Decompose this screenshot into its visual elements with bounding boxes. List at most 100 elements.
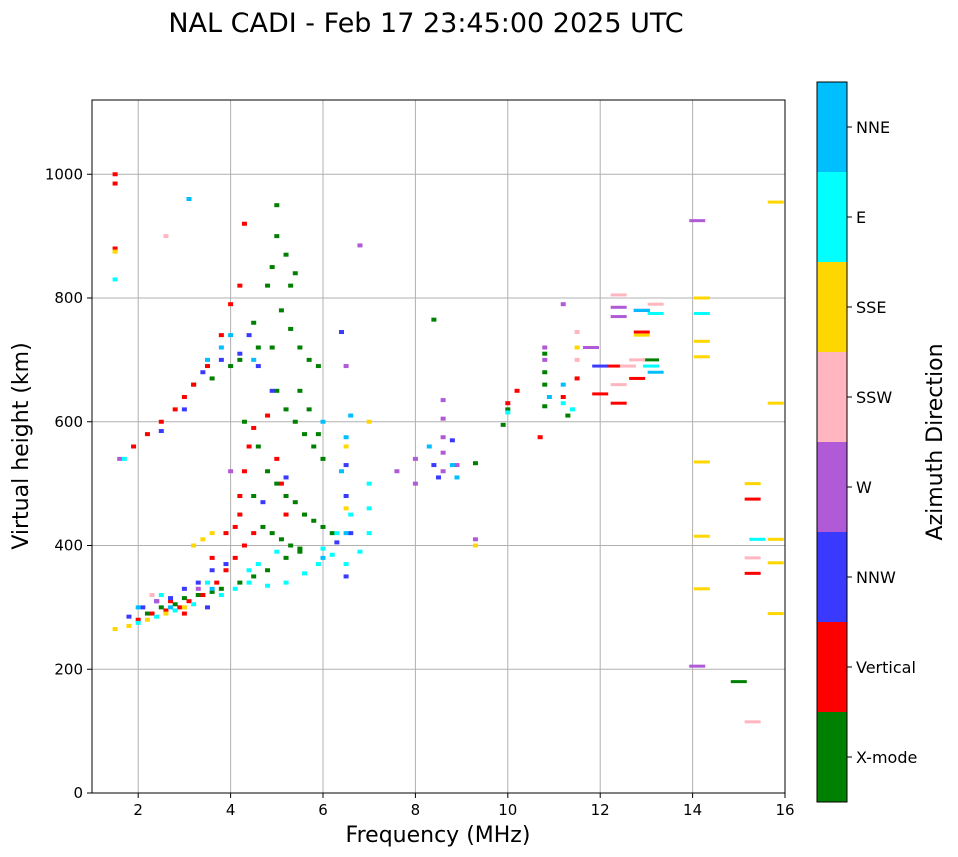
data-point-nne (251, 357, 257, 362)
data-point-e (329, 552, 335, 557)
data-point-nnw (205, 605, 210, 610)
data-point-x-mode (297, 345, 303, 350)
data-point-w (357, 243, 363, 248)
data-point-vertical (633, 330, 650, 334)
data-point-sse (744, 482, 761, 486)
data-point-x-mode (260, 524, 266, 529)
data-point-w (472, 537, 478, 542)
data-point-vertical (112, 181, 118, 186)
colorbar-swatch (817, 442, 847, 532)
data-point-nne (338, 469, 344, 474)
data-point-nnw (158, 429, 164, 434)
data-point-x-mode (269, 531, 275, 536)
data-point-vertical (200, 593, 206, 597)
data-point-x-mode (265, 283, 271, 288)
data-point-x-mode (542, 370, 548, 375)
data-point-x-mode (297, 549, 303, 554)
data-point-w (117, 456, 123, 461)
data-point-e (154, 614, 160, 619)
data-point-nne (633, 308, 650, 312)
data-point-w (228, 469, 234, 474)
data-point-x-mode (306, 407, 312, 412)
data-point-vertical (131, 444, 137, 449)
data-point-nne (647, 370, 664, 374)
data-point-sse (633, 333, 650, 337)
data-point-e (205, 580, 210, 585)
data-point-ssw (163, 234, 169, 239)
data-point-vertical (537, 435, 543, 440)
data-point-e (366, 531, 372, 536)
data-point-vertical (237, 283, 243, 288)
data-point-nne (449, 463, 455, 468)
data-point-vertical (629, 376, 646, 380)
data-point-nnw (269, 388, 275, 393)
x-tick-label: 6 (318, 801, 328, 819)
data-point-x-mode (209, 589, 215, 594)
data-point-x-mode (288, 326, 294, 331)
data-point-nnw (181, 586, 187, 591)
data-point-w (440, 398, 446, 403)
data-point-ssw (574, 357, 580, 362)
data-point-nnw (343, 494, 349, 498)
data-point-nne (168, 605, 174, 610)
data-point-sse (693, 587, 710, 591)
colorbar-label: X-mode (856, 748, 917, 767)
data-point-x-mode (228, 364, 234, 369)
data-point-nne (218, 345, 224, 350)
data-point-x-mode (181, 596, 187, 601)
data-point-x-mode (274, 481, 280, 486)
data-point-nnw (168, 596, 174, 601)
data-point-x-mode (269, 345, 275, 350)
data-point-nne (426, 444, 432, 449)
data-point-ssw (574, 330, 580, 335)
data-point-ssw (629, 358, 646, 362)
data-point-x-mode (241, 419, 247, 424)
x-tick-label: 14 (683, 801, 702, 819)
data-point-w (610, 305, 627, 309)
data-point-nnw (283, 475, 289, 480)
data-point-ssw (744, 720, 761, 724)
data-point-e (348, 512, 354, 517)
data-point-e (265, 583, 271, 588)
data-point-x-mode (274, 203, 280, 208)
data-point-vertical (214, 580, 220, 585)
data-point-vertical (241, 469, 247, 474)
data-point-w (689, 664, 706, 668)
data-point-vertical (514, 388, 520, 393)
data-point-vertical (237, 512, 243, 517)
data-point-nnw (592, 364, 609, 368)
data-point-vertical (144, 432, 150, 437)
colorbar-label: Vertical (856, 658, 916, 677)
data-point-nnw (334, 540, 340, 545)
data-point-e (647, 311, 664, 315)
data-point-x-mode (278, 537, 284, 542)
x-tick-label: 8 (411, 801, 421, 819)
data-point-sse (112, 627, 118, 632)
data-point-w (610, 315, 627, 319)
data-point-nne (320, 555, 326, 560)
y-axis-label: Virtual height (km) (9, 342, 34, 549)
data-point-nne (348, 413, 354, 418)
data-point-x-mode (297, 546, 303, 551)
data-point-vertical (163, 608, 169, 613)
data-point-w (412, 481, 418, 486)
data-point-nne (454, 475, 460, 480)
data-point-e (218, 593, 224, 597)
data-point-sse (126, 623, 132, 628)
data-point-vertical (191, 382, 197, 387)
colorbar-swatch (817, 712, 847, 802)
colorbar-label: SSW (856, 388, 892, 407)
data-point-x-mode (265, 469, 271, 474)
colorbar-swatch (817, 532, 847, 622)
x-tick-label: 2 (133, 801, 143, 819)
data-point-vertical (232, 555, 238, 560)
data-point-e (569, 407, 575, 412)
data-point-e (560, 401, 566, 406)
data-point-vertical (274, 456, 280, 461)
data-point-x-mode (255, 345, 261, 350)
data-point-ssw (610, 293, 627, 297)
x-tick-label: 4 (226, 801, 236, 819)
data-point-ssw (744, 556, 761, 560)
data-point-x-mode (274, 388, 280, 393)
data-point-sse (343, 506, 349, 511)
